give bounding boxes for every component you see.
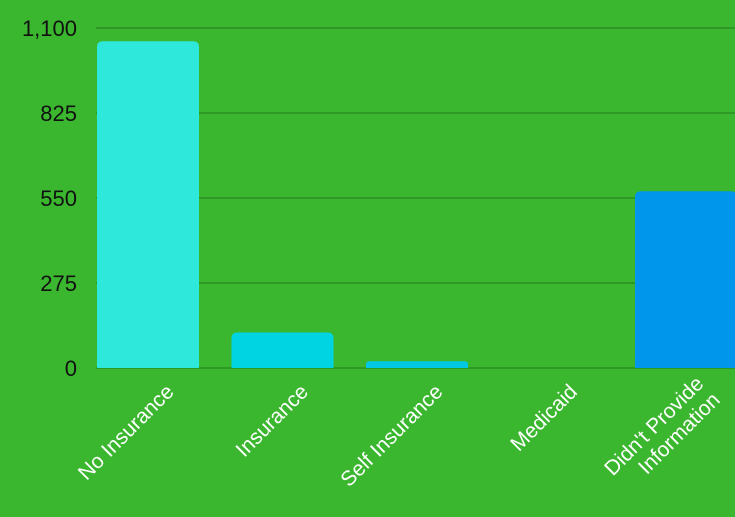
x-tick-label: No Insurance	[74, 380, 179, 485]
y-tick-label: 275	[40, 271, 77, 296]
bar[interactable]	[366, 361, 468, 368]
x-tick-label: Didn't ProvideInformation	[600, 372, 725, 497]
y-tick-label: 550	[40, 186, 77, 211]
x-tick-label: Medicaid	[506, 380, 582, 456]
y-axis: 0 275 550 825 1,100	[22, 16, 77, 381]
bar[interactable]	[232, 332, 334, 368]
y-tick-label: 0	[65, 356, 77, 381]
y-tick-label: 1,100	[22, 16, 77, 41]
bars	[97, 41, 735, 368]
bar[interactable]	[635, 191, 735, 368]
x-tick-label: Self Insurance	[336, 380, 447, 491]
x-tick-label: Insurance	[232, 380, 313, 461]
bar[interactable]	[97, 41, 199, 368]
x-axis: No Insurance Insurance Self Insurance Medic…	[74, 372, 725, 497]
y-tick-label: 825	[40, 101, 77, 126]
